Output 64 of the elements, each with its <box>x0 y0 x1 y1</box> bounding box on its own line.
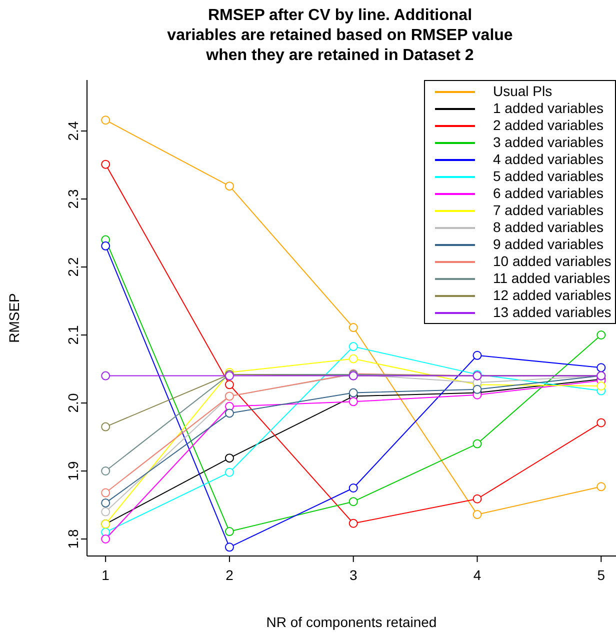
point <box>101 422 110 432</box>
point <box>472 350 482 360</box>
point <box>596 330 606 340</box>
legend-label: 8 added variables <box>493 219 604 235</box>
y-tick-label: 1.9 <box>64 461 81 481</box>
x-tick-label: 1 <box>102 566 110 583</box>
point <box>596 363 606 372</box>
point <box>224 182 234 191</box>
legend-label: 11 added variables <box>493 270 610 286</box>
point <box>472 510 482 520</box>
y-axis-title: RMSEP <box>6 293 22 343</box>
legend-label: 2 added variables <box>493 117 604 133</box>
point <box>101 241 110 250</box>
point <box>348 388 358 398</box>
point <box>101 534 110 544</box>
point <box>101 116 110 125</box>
legend-label: 5 added variables <box>493 168 604 184</box>
y-tick-label: 2.2 <box>64 257 81 277</box>
legend-label: 7 added variables <box>493 202 604 218</box>
point <box>224 468 234 477</box>
point <box>224 408 234 418</box>
point <box>472 439 482 448</box>
y-tick-label: 2.3 <box>64 189 81 209</box>
point <box>472 494 482 504</box>
point <box>101 507 110 516</box>
y-tick-label: 2.4 <box>64 121 81 141</box>
point <box>596 418 606 428</box>
point <box>348 484 358 492</box>
point <box>101 488 110 498</box>
point <box>348 354 358 364</box>
point <box>101 371 110 380</box>
point <box>224 454 234 463</box>
x-tick-label: 5 <box>597 566 606 583</box>
legend-label: 6 added variables <box>493 185 604 201</box>
chart-title: RMSEP after CV by line. Additional variables are retained based on RMSEP value when they are retained in Dataset 2 <box>166 6 514 66</box>
legend-label: 12 added variables <box>493 287 612 303</box>
point <box>472 384 482 394</box>
point <box>101 498 110 508</box>
legend-label: 4 added variables <box>493 151 604 167</box>
legend-label: 3 added variables <box>493 134 604 150</box>
y-tick-label: 1.8 <box>64 529 81 549</box>
legend-label: 10 added variables <box>493 253 612 269</box>
legend-label: 1 added variables <box>493 100 604 116</box>
point <box>348 497 358 506</box>
point <box>348 518 358 528</box>
x-tick-label: 2 <box>226 566 234 583</box>
point <box>224 542 234 552</box>
y-tick-label: 2.1 <box>64 325 81 345</box>
point <box>101 160 110 169</box>
point <box>348 397 358 406</box>
x-tick-label: 4 <box>473 566 482 583</box>
x-axis-title: NR of components retained <box>266 614 437 630</box>
point <box>224 527 234 536</box>
point <box>101 466 110 476</box>
point <box>348 323 358 332</box>
x-tick-label: 3 <box>349 566 358 583</box>
point <box>596 382 606 390</box>
legend-label: Usual Pls <box>493 83 552 99</box>
point <box>348 342 358 352</box>
point <box>224 380 234 390</box>
point <box>596 482 606 492</box>
legend-label: 13 added variables <box>493 304 612 320</box>
y-tick-label: 2.0 <box>64 393 81 413</box>
legend-label: 9 added variables <box>493 236 604 252</box>
